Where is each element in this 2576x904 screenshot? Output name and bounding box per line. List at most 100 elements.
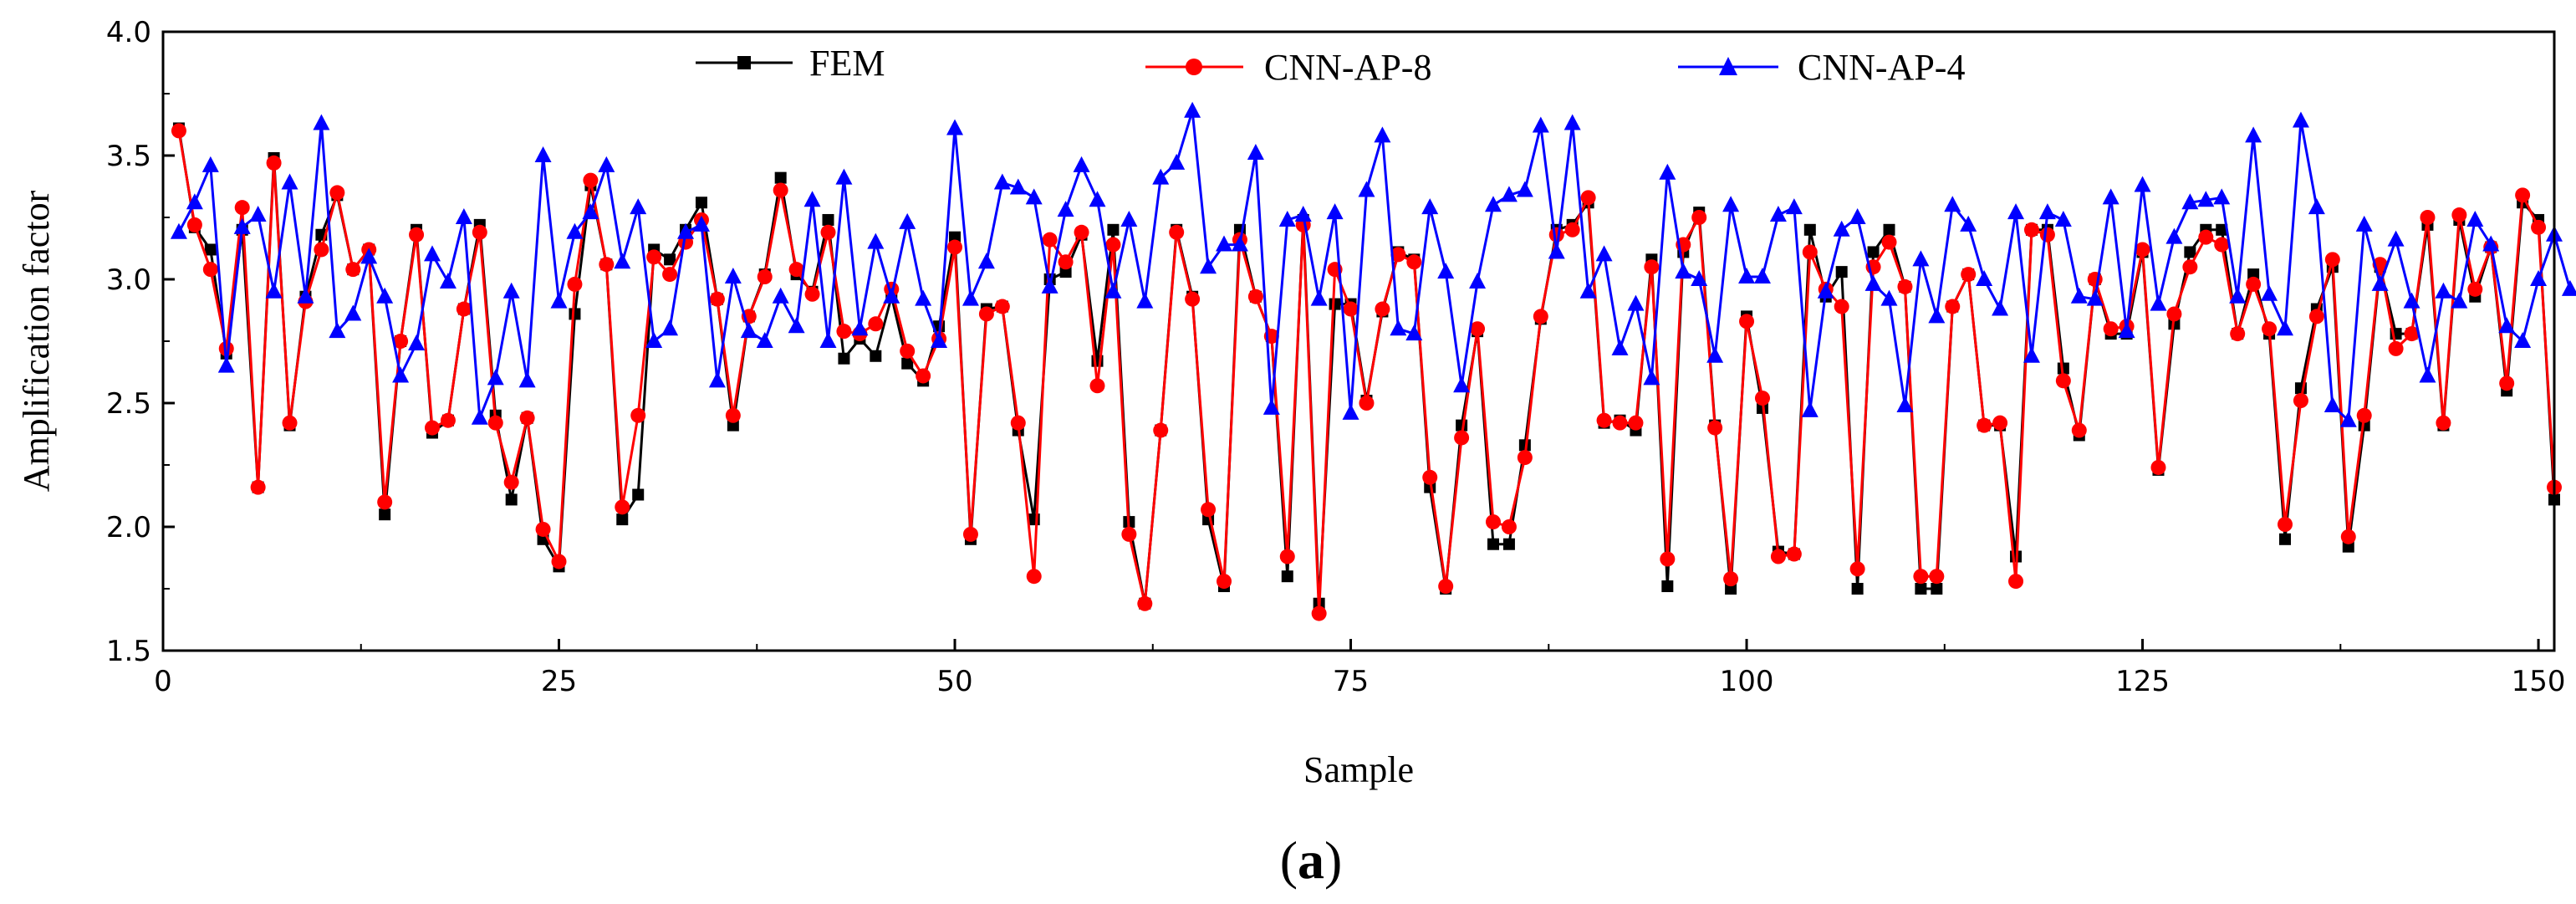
legend-marker-fem — [737, 56, 751, 69]
legend-entry-cnn-ap-4: CNN-AP-4 — [1678, 47, 1965, 88]
legend-label-cnn-ap-8: CNN-AP-8 — [1264, 47, 1431, 88]
data-point-cnn-ap-4 — [2403, 292, 2420, 309]
data-point-cnn-ap-4 — [977, 253, 995, 269]
data-point-fem — [1931, 583, 1943, 595]
data-point-cnn-ap-4 — [788, 317, 805, 334]
data-point-cnn-ap-4 — [931, 332, 948, 348]
panel-label: (a) — [1280, 830, 1343, 890]
data-point-fem — [1725, 583, 1737, 595]
data-point-cnn-ap-4 — [598, 156, 615, 172]
data-point-cnn-ap-4 — [1691, 270, 1708, 286]
data-point-cnn-ap-8 — [1881, 234, 1897, 250]
data-point-cnn-ap-8 — [1644, 259, 1660, 275]
data-point-cnn-ap-8 — [1375, 301, 1390, 317]
data-point-cnn-ap-4 — [265, 282, 283, 299]
data-point-cnn-ap-8 — [2404, 326, 2420, 342]
data-point-cnn-ap-4 — [772, 287, 789, 304]
data-point-cnn-ap-4 — [186, 193, 203, 210]
data-point-cnn-ap-4 — [2466, 210, 2484, 227]
data-point-cnn-ap-4 — [1009, 178, 1027, 195]
y-tick-label: 3.5 — [106, 140, 151, 173]
data-point-cnn-ap-4 — [471, 408, 488, 425]
data-point-cnn-ap-4 — [1833, 220, 1850, 237]
data-point-cnn-ap-4 — [1200, 258, 1217, 274]
x-axis-title: Sample — [1303, 749, 1414, 790]
data-point-cnn-ap-4 — [297, 287, 314, 304]
data-point-cnn-ap-8 — [2087, 272, 2103, 287]
data-point-cnn-ap-4 — [2102, 188, 2119, 205]
legend-entry-cnn-ap-8: CNN-AP-8 — [1145, 47, 1431, 88]
data-point-cnn-ap-4 — [439, 272, 457, 289]
data-point-fem — [774, 171, 787, 184]
data-point-cnn-ap-8 — [329, 185, 345, 201]
data-point-cnn-ap-4 — [1073, 156, 1090, 172]
data-point-cnn-ap-8 — [1580, 190, 1596, 206]
data-point-cnn-ap-8 — [1533, 309, 1548, 324]
data-point-cnn-ap-4 — [2054, 210, 2072, 227]
data-point-cnn-ap-4 — [883, 287, 900, 304]
data-point-cnn-ap-4 — [1976, 270, 1993, 286]
data-point-cnn-ap-8 — [2008, 574, 2024, 590]
data-point-cnn-ap-8 — [2515, 187, 2531, 203]
data-point-cnn-ap-8 — [1770, 549, 1786, 564]
data-point-cnn-ap-4 — [1057, 201, 1074, 217]
data-point-cnn-ap-4 — [1342, 403, 1359, 420]
data-point-cnn-ap-4 — [1595, 245, 1613, 262]
data-point-cnn-ap-8 — [2071, 422, 2087, 438]
data-point-cnn-ap-4 — [487, 369, 504, 386]
data-point-cnn-ap-8 — [1121, 526, 1137, 542]
legend-marker-cnn-ap-4 — [1719, 57, 1737, 75]
data-point-cnn-ap-8 — [1343, 301, 1359, 317]
data-point-cnn-ap-4 — [1659, 163, 1676, 180]
data-point-cnn-ap-4 — [2261, 284, 2278, 301]
data-point-cnn-ap-8 — [646, 249, 662, 265]
data-point-cnn-ap-4 — [1294, 206, 1312, 222]
data-point-cnn-ap-8 — [1470, 321, 1486, 337]
data-point-fem — [1329, 298, 1341, 310]
data-point-cnn-ap-4 — [281, 173, 298, 190]
data-point-cnn-ap-4 — [2324, 396, 2341, 412]
data-point-cnn-ap-4 — [1231, 235, 1248, 252]
data-point-fem — [901, 357, 914, 370]
series-layer — [170, 101, 2576, 621]
data-point-cnn-ap-4 — [2150, 294, 2167, 311]
data-point-cnn-ap-8 — [1564, 222, 1580, 237]
data-point-cnn-ap-4 — [1880, 289, 1898, 306]
data-point-cnn-ap-8 — [900, 343, 916, 359]
data-point-cnn-ap-8 — [2293, 393, 2308, 409]
data-point-cnn-ap-4 — [724, 268, 742, 284]
data-point-cnn-ap-8 — [409, 227, 425, 243]
data-point-cnn-ap-4 — [502, 282, 520, 299]
data-point-cnn-ap-4 — [170, 222, 187, 239]
data-point-cnn-ap-4 — [2292, 111, 2309, 128]
y-tick-label: 3.0 — [106, 263, 151, 297]
data-point-cnn-ap-8 — [2198, 229, 2214, 245]
data-point-cnn-ap-8 — [1628, 415, 1644, 431]
data-point-cnn-ap-8 — [1185, 291, 1201, 307]
data-point-fem — [1502, 538, 1515, 550]
data-point-fem — [1883, 223, 1895, 236]
data-point-cnn-ap-8 — [218, 340, 234, 356]
data-point-cnn-ap-4 — [2118, 322, 2135, 339]
data-point-cnn-ap-8 — [487, 415, 503, 431]
data-point-cnn-ap-8 — [2150, 459, 2166, 475]
data-point-fem — [569, 308, 581, 320]
data-point-cnn-ap-8 — [599, 257, 615, 273]
data-point-cnn-ap-4 — [518, 371, 536, 388]
data-point-cnn-ap-4 — [1516, 181, 1533, 197]
data-point-cnn-ap-8 — [503, 474, 519, 490]
data-point-cnn-ap-8 — [1992, 415, 2008, 431]
data-point-cnn-ap-4 — [1785, 198, 1803, 215]
data-point-cnn-ap-4 — [835, 168, 853, 185]
data-point-cnn-ap-4 — [1484, 196, 1502, 212]
data-point-cnn-ap-8 — [2340, 529, 2356, 544]
x-tick-label: 50 — [936, 665, 972, 698]
data-point-cnn-ap-4 — [2355, 215, 2373, 232]
data-point-cnn-ap-4 — [2197, 191, 2215, 207]
data-point-cnn-ap-4 — [661, 319, 679, 336]
data-point-cnn-ap-8 — [1438, 579, 1454, 595]
data-point-fem — [379, 508, 391, 521]
data-point-cnn-ap-8 — [1454, 430, 1470, 446]
data-point-cnn-ap-8 — [836, 324, 852, 340]
y-tick-label: 4.0 — [106, 16, 151, 49]
